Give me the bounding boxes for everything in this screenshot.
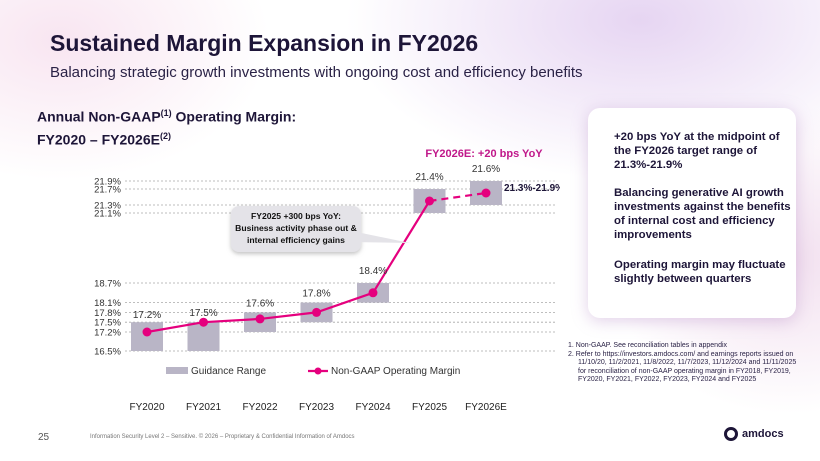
highlight-target-range: +20 bps YoY at the midpoint of the FY202… bbox=[614, 131, 780, 171]
highlights-box bbox=[588, 108, 796, 318]
margin-chart: 21.9%21.7%21.3%21.1%18.7%18.1%17.8%17.5%… bbox=[94, 148, 560, 413]
margin-point-FY2023 bbox=[312, 307, 321, 317]
margin-point-FY2020 bbox=[142, 327, 152, 337]
chart-heading-text-2: FY2020 – FY2026E bbox=[37, 131, 160, 148]
logo-text: amdocs bbox=[742, 428, 784, 440]
guidance-bar-FY2020 bbox=[131, 322, 163, 351]
footnote-ref-1: (1) bbox=[160, 108, 172, 118]
margin-point-FY2026E bbox=[481, 188, 491, 198]
y-tick-label-6: 17.8% bbox=[94, 308, 121, 319]
x-tick-label-FY2024: FY2024 bbox=[355, 402, 390, 413]
footnote-2: 2. Refer to https://investors.amdocs.com… bbox=[568, 350, 797, 384]
amdocs-logo: amdocs bbox=[724, 427, 784, 441]
fy2025-callout-pointer bbox=[347, 230, 410, 243]
margin-point-FY2021 bbox=[199, 317, 208, 327]
amdocs-logo-icon bbox=[724, 427, 738, 441]
data-label-FY2022: 17.6% bbox=[246, 298, 274, 309]
y-tick-label-7: 17.5% bbox=[94, 318, 121, 329]
footnote-ref-2: (2) bbox=[159, 130, 171, 141]
footer-disclaimer: Information Security Level 2 – Sensitive… bbox=[90, 434, 355, 440]
data-label-FY2020: 17.2% bbox=[133, 310, 161, 321]
y-tick-label-8: 17.2% bbox=[94, 328, 121, 339]
x-tick-label-FY2020: FY2020 bbox=[129, 402, 164, 413]
y-tick-label-4: 18.7% bbox=[94, 279, 121, 290]
y-tick-label-1: 21.7% bbox=[94, 185, 121, 196]
x-tick-label-FY2026E: FY2026E bbox=[465, 402, 507, 413]
y-tick-label-0: 21.9% bbox=[94, 177, 121, 188]
x-tick-label-FY2025: FY2025 bbox=[412, 402, 447, 413]
legend-label-margin: Non-GAAP Operating Margin bbox=[331, 366, 460, 377]
data-label-FY2024: 18.4% bbox=[359, 266, 387, 277]
legend-label-guidance: Guidance Range bbox=[191, 366, 266, 377]
data-label-FY2025: 21.4% bbox=[415, 172, 443, 183]
data-label-FY2026E: 21.6% bbox=[472, 164, 500, 175]
y-tick-label-3: 21.1% bbox=[94, 209, 121, 220]
range-label: 21.3%-21.9% bbox=[504, 183, 560, 194]
legend-swatch-guidance bbox=[166, 367, 188, 374]
x-tick-label-FY2022: FY2022 bbox=[242, 402, 277, 413]
margin-line-forecast bbox=[429, 191, 487, 203]
guidance-bar-FY2021 bbox=[187, 322, 220, 351]
footnote-1: 1. Non-GAAP. See reconciliation tables i… bbox=[568, 342, 728, 349]
fy2026-callout: FY2026E: +20 bps YoY bbox=[425, 148, 543, 160]
fy2025-callout-line-3: internal efficiency gains bbox=[247, 235, 345, 245]
highlight-quarterly-fluctuation: Operating margin may fluctuate slightly … bbox=[614, 259, 786, 285]
data-label-FY2023: 17.8% bbox=[302, 289, 330, 300]
legend-swatch-marker bbox=[314, 367, 322, 375]
highlight-genai-investment: Balancing generative AI growth investmen… bbox=[614, 187, 791, 241]
margin-point-FY2022 bbox=[255, 314, 265, 324]
page-number: 25 bbox=[38, 432, 50, 443]
y-tick-label-2: 21.3% bbox=[94, 201, 121, 212]
margin-line bbox=[146, 200, 431, 334]
chart-heading: Annual Non-GAAP(1) Operating Margin: FY2… bbox=[37, 104, 296, 149]
slide-title: Sustained Margin Expansion in FY2026 bbox=[50, 30, 479, 56]
fy2025-callout-box bbox=[231, 206, 361, 252]
y-tick-label-5: 18.1% bbox=[94, 298, 121, 309]
footnotes: 1. Non-GAAP. See reconciliation tables i… bbox=[568, 342, 798, 385]
fy2025-callout-line-1: FY2025 +300 bps YoY: bbox=[251, 211, 341, 221]
y-tick-label-9: 16.5% bbox=[94, 347, 121, 358]
chart-heading-text-1: Annual Non-GAAP bbox=[37, 108, 161, 125]
x-tick-label-FY2021: FY2021 bbox=[186, 402, 221, 413]
slide-subtitle: Balancing strategic growth investments w… bbox=[50, 64, 583, 81]
x-tick-label-FY2023: FY2023 bbox=[299, 402, 334, 413]
fy2025-callout-line-2: Business activity phase out & bbox=[235, 223, 357, 233]
data-label-FY2021: 17.5% bbox=[189, 308, 217, 319]
chart-heading-text-1b: Operating Margin: bbox=[171, 108, 297, 125]
margin-point-FY2025 bbox=[425, 196, 434, 206]
margin-point-FY2024 bbox=[368, 288, 378, 298]
